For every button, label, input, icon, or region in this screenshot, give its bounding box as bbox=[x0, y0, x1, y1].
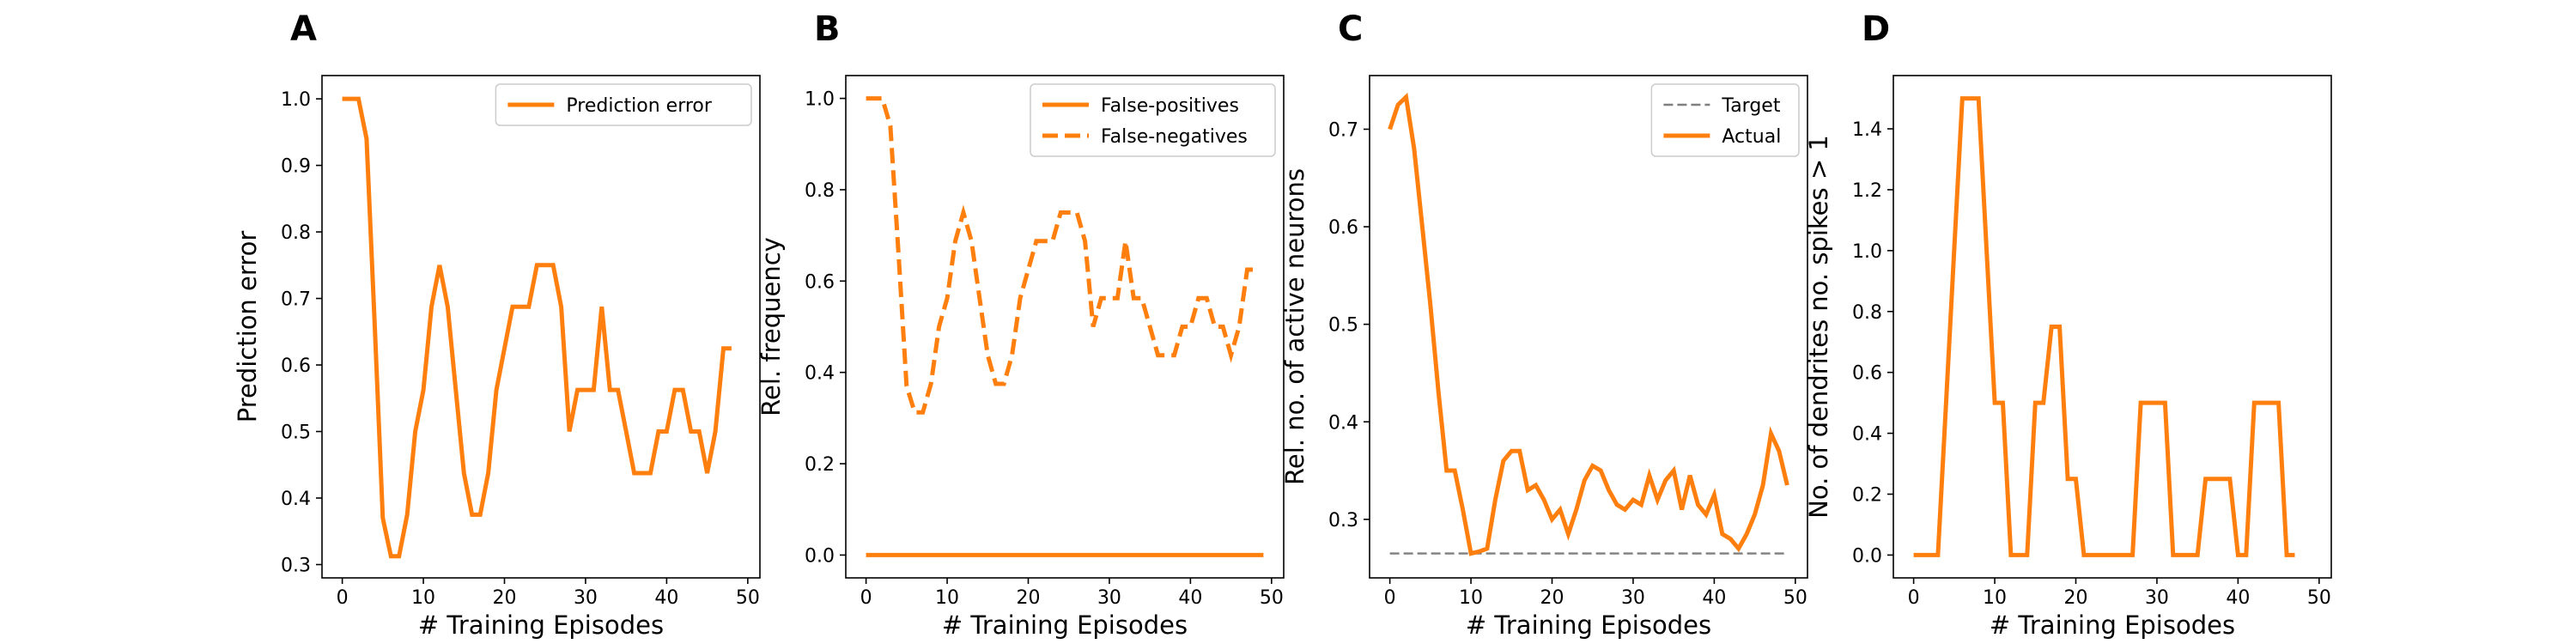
y-tick-label: 0.2 bbox=[1852, 485, 1882, 507]
x-tick-label: 0 bbox=[860, 587, 872, 609]
x-tick-label: 40 bbox=[2226, 587, 2250, 609]
axes-frame bbox=[845, 75, 1285, 579]
x-tick-label: 50 bbox=[1783, 587, 1807, 609]
legend-box bbox=[1650, 83, 1800, 157]
panel-a: A 0 10 20 30 40 50 0.3 0.4 0.5 0.6 0.7 0.8 0.9 1.0 # Tr… bbox=[233, 9, 761, 640]
legend-box bbox=[495, 83, 752, 126]
y-axis-label: No. of dendrites no. spikes > 1 bbox=[1804, 135, 1833, 519]
x-tick-label: 30 bbox=[574, 587, 598, 609]
y-tick-label: 0.4 bbox=[1328, 412, 1358, 434]
x-tick-label: 10 bbox=[1459, 587, 1483, 609]
y-tick-label: 1.2 bbox=[1852, 180, 1882, 202]
y-axis-label: Rel. frequency bbox=[756, 237, 786, 416]
x-axis-label: # Training Episodes bbox=[418, 611, 664, 640]
legend-label: Target bbox=[1721, 95, 1780, 117]
x-axis-label: # Training Episodes bbox=[942, 611, 1188, 640]
panel-b: B 0 10 20 30 40 50 0.0 0.2 0.4 0.6 0.8 1.0 # Training… bbox=[756, 9, 1285, 640]
y-tick-label: 0.4 bbox=[1852, 424, 1882, 446]
y-tick-label: 0.8 bbox=[281, 222, 311, 244]
y-tick-label: 0.2 bbox=[805, 454, 835, 476]
y-tick-label: 0.7 bbox=[1328, 119, 1358, 141]
y-tick-label: 0.8 bbox=[805, 180, 835, 202]
y-tick-label: 0.9 bbox=[281, 156, 311, 178]
x-tick-label: 20 bbox=[1540, 587, 1564, 609]
y-tick-label: 0.5 bbox=[281, 422, 311, 444]
y-tick-label: 0.6 bbox=[1328, 217, 1358, 239]
series-line-actual bbox=[1388, 92, 1789, 556]
y-axis-label: Rel. no. of active neurons bbox=[1280, 168, 1309, 485]
y-axis-label: Prediction error bbox=[233, 231, 262, 423]
x-tick-label: 50 bbox=[736, 587, 760, 609]
panels: A 0 10 20 30 40 50 0.3 0.4 0.5 0.6 0.7 0.8 0.9 1.0 # Tr… bbox=[233, 9, 2332, 640]
legend: Prediction error bbox=[495, 83, 752, 126]
x-tick-label: 40 bbox=[1178, 587, 1202, 609]
y-tick-label: 0.3 bbox=[1328, 510, 1358, 532]
y-tick-label: 1.4 bbox=[1852, 119, 1882, 141]
y-tick-label: 0.3 bbox=[281, 556, 311, 577]
x-tick-label: 30 bbox=[1621, 587, 1645, 609]
x-tick-label: 30 bbox=[2145, 587, 2169, 609]
y-tick-label: 0.4 bbox=[805, 363, 835, 385]
x-tick-label: 20 bbox=[1017, 587, 1041, 609]
y-tick-label: 0.4 bbox=[281, 489, 311, 510]
y-tick-label: 0.6 bbox=[1852, 363, 1882, 385]
x-tick-label: 20 bbox=[493, 587, 517, 609]
legend-label: False-negatives bbox=[1101, 126, 1248, 148]
axes-frame bbox=[1893, 75, 2332, 579]
y-tick-label: 1.0 bbox=[281, 89, 311, 111]
axes-frame bbox=[321, 75, 761, 579]
y-tick-label: 0.6 bbox=[281, 355, 311, 377]
panel-c: C 0 10 20 30 40 50 0.3 0.4 0.5 0.6 0.7 # Training Ep… bbox=[1280, 9, 1808, 640]
series-line-main bbox=[1913, 96, 2295, 557]
x-axis-label: # Training Episodes bbox=[1466, 611, 1711, 640]
series-line-prediction-error bbox=[342, 96, 732, 559]
axes-frame bbox=[1369, 75, 1808, 579]
panel-letter: C bbox=[1338, 9, 1363, 49]
plot-area bbox=[342, 96, 732, 559]
plot-area bbox=[866, 96, 1264, 557]
x-tick-label: 10 bbox=[1983, 587, 2007, 609]
panel-letter: D bbox=[1862, 9, 1890, 49]
legend-label: Prediction error bbox=[566, 95, 712, 117]
legend: Target Actual bbox=[1650, 83, 1800, 157]
y-tick-label: 0.8 bbox=[1852, 302, 1882, 324]
legend: False-positives False-negatives bbox=[1030, 83, 1276, 157]
x-tick-label: 30 bbox=[1097, 587, 1121, 609]
legend-box bbox=[1030, 83, 1276, 157]
y-tick-label: 0.0 bbox=[1852, 545, 1882, 567]
x-tick-label: 50 bbox=[2307, 587, 2331, 609]
x-tick-label: 10 bbox=[411, 587, 435, 609]
plot-area bbox=[1388, 92, 1789, 556]
x-tick-label: 20 bbox=[2064, 587, 2088, 609]
x-tick-label: 10 bbox=[935, 587, 959, 609]
y-tick-label: 0.5 bbox=[1328, 315, 1358, 337]
y-tick-label: 1.0 bbox=[805, 89, 835, 111]
panel-d: D 0 10 20 30 40 50 0.0 0.2 0.4 0.6 0.8 1.0 1.2 1.4 # Tr… bbox=[1804, 9, 2332, 640]
y-tick-label: 0.6 bbox=[805, 271, 835, 293]
legend-label: False-positives bbox=[1101, 95, 1239, 117]
y-tick-label: 0.0 bbox=[805, 545, 835, 567]
x-tick-label: 0 bbox=[337, 587, 349, 609]
x-axis-label: # Training Episodes bbox=[1990, 611, 2235, 640]
legend-label: Actual bbox=[1722, 126, 1781, 148]
x-tick-label: 40 bbox=[1702, 587, 1726, 609]
y-tick-label: 0.7 bbox=[281, 289, 311, 311]
x-tick-label: 40 bbox=[654, 587, 678, 609]
panel-letter: A bbox=[290, 9, 317, 49]
plot-area bbox=[1913, 96, 2295, 557]
series-line-false-negatives bbox=[866, 96, 1255, 415]
y-tick-label: 1.0 bbox=[1852, 241, 1882, 263]
x-tick-label: 50 bbox=[1260, 587, 1284, 609]
x-tick-label: 0 bbox=[1384, 587, 1396, 609]
panel-letter: B bbox=[814, 9, 841, 49]
x-tick-label: 0 bbox=[1908, 587, 1920, 609]
